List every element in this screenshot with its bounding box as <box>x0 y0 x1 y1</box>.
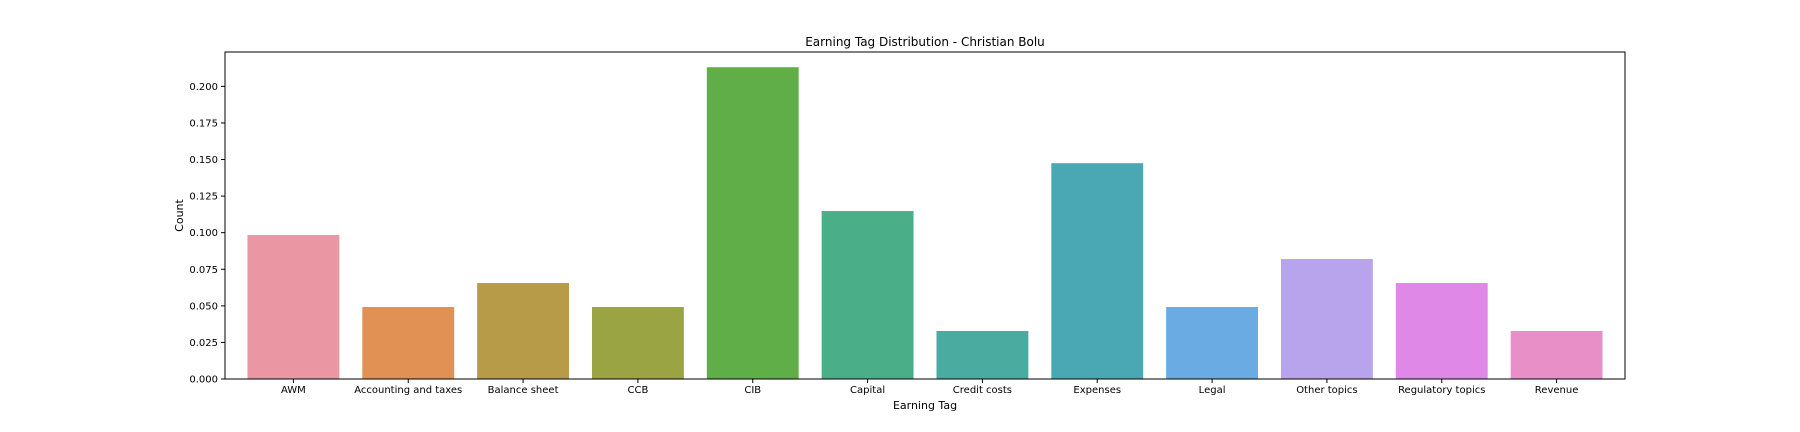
y-tick-label: 0.125 <box>189 192 218 203</box>
bar-regulatory-topics <box>1395 283 1488 379</box>
bar-other-topics <box>1280 259 1373 379</box>
y-tick-label: 0.025 <box>189 338 218 349</box>
plot-frame <box>224 51 1626 380</box>
bar-ccb <box>591 307 684 379</box>
bar-revenue <box>1510 331 1603 379</box>
plot-area: 0.000 0.025 0.050 0.075 0.100 0.125 0.150 0.175… <box>189 51 1626 396</box>
chart-title: Earning Tag Distribution - Christian Bol… <box>805 35 1045 49</box>
bars <box>247 67 1603 379</box>
bar-cib <box>706 67 799 379</box>
x-tick-label: CIB <box>744 385 761 396</box>
x-tick-label: Credit costs <box>953 385 1012 396</box>
x-tick-label: Revenue <box>1535 385 1579 396</box>
y-tick-label: 0.000 <box>189 375 218 386</box>
x-tick-label: Regulatory topics <box>1398 385 1485 396</box>
bar-awm <box>247 235 340 379</box>
x-tick-label: Accounting and taxes <box>354 385 462 396</box>
x-tick-label: Other topics <box>1296 385 1357 396</box>
y-tick-label: 0.075 <box>189 265 218 276</box>
x-tick-label: CCB <box>628 385 649 396</box>
y-tick-label: 0.100 <box>189 228 218 239</box>
x-tick-label: Balance sheet <box>488 385 559 396</box>
bar-capital <box>821 211 914 379</box>
y-tick-label: 0.150 <box>189 155 218 166</box>
x-tick-label: Legal <box>1199 385 1226 396</box>
y-tick-label: 0.050 <box>189 301 218 312</box>
x-axis-label: Earning Tag <box>893 399 957 412</box>
y-tick-label: 0.175 <box>189 118 218 129</box>
bar-legal <box>1166 307 1259 379</box>
bar-expenses <box>1051 163 1144 379</box>
y-tick-label: 0.200 <box>189 82 218 93</box>
x-tick-label: Capital <box>850 385 885 396</box>
x-tick-label: AWM <box>281 385 306 396</box>
bar-accounting-and-taxes <box>362 307 455 379</box>
y-axis: 0.000 0.025 0.050 0.075 0.100 0.125 0.150 0.175… <box>189 82 225 386</box>
x-axis: AWM Accounting and taxes Balance sheet CCB C… <box>281 379 1578 396</box>
bar-balance-sheet <box>477 283 570 379</box>
y-axis-label: Count <box>173 198 186 231</box>
bar-credit-costs <box>936 331 1029 379</box>
x-tick-label: Expenses <box>1073 385 1121 396</box>
